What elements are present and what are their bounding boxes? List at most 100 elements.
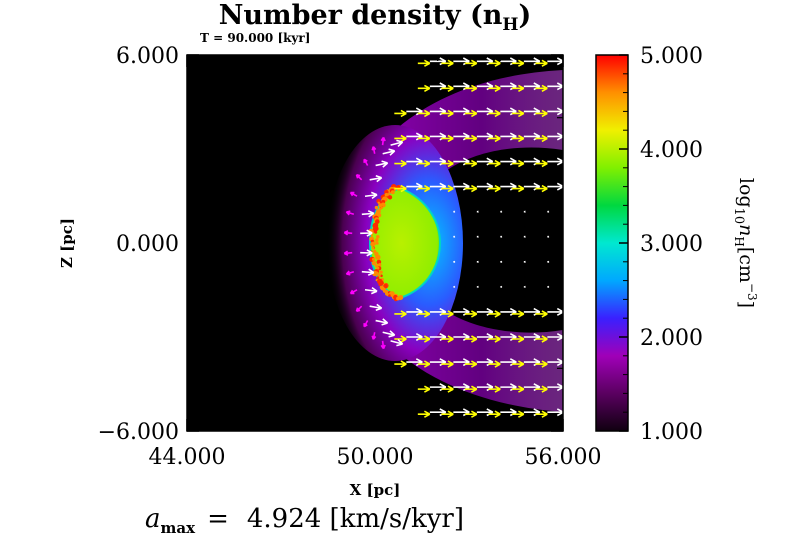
velocity-arrow <box>361 210 375 218</box>
front-speck <box>374 238 379 243</box>
velocity-arrow <box>355 173 363 181</box>
front-speck <box>376 266 380 270</box>
velocity-arrow <box>488 410 501 418</box>
chart-title: Number density (nH) <box>219 0 532 35</box>
velocity-arrow <box>476 260 479 263</box>
velocity-arrow <box>535 385 548 393</box>
velocity-arrow <box>500 235 503 238</box>
velocity-arrow <box>535 335 548 343</box>
velocity-arrow <box>363 320 369 328</box>
velocity-arrow <box>371 332 377 340</box>
velocity-arrow <box>488 184 501 193</box>
velocity-arrow <box>441 385 454 393</box>
velocity-arrow <box>361 268 375 276</box>
front-speck <box>379 270 383 274</box>
velocity-arrow <box>417 310 431 318</box>
velocity-arrow <box>511 84 525 93</box>
velocity-arrow <box>511 109 525 118</box>
velocity-arrow <box>500 260 503 263</box>
velocity-arrow <box>394 310 407 318</box>
chart-subtitle: T = 90.000 [kyr] <box>200 31 310 45</box>
velocity-arrow <box>441 310 454 318</box>
velocity-arrow <box>382 330 396 338</box>
velocity-arrow <box>441 84 454 93</box>
colorbar-tick-label: 2.000 <box>640 326 703 351</box>
velocity-arrow <box>453 285 456 288</box>
velocity-arrow <box>511 59 525 67</box>
velocity-arrow <box>488 335 501 343</box>
front-speck <box>370 234 374 237</box>
velocity-arrow <box>511 159 525 168</box>
velocity-arrow <box>535 109 548 118</box>
velocity-arrow <box>511 335 525 343</box>
velocity-arrow <box>394 159 407 168</box>
colorbar-tick-label: 3.000 <box>640 232 703 257</box>
x-tick-label: 50.000 <box>337 445 414 470</box>
velocity-arrow <box>500 210 503 213</box>
x-axis-label: X [pc] <box>350 481 401 499</box>
front-speck <box>376 276 380 280</box>
velocity-arrow <box>488 360 501 368</box>
front-speck <box>380 274 383 278</box>
velocity-arrow <box>523 210 526 213</box>
velocity-arrow <box>488 109 501 118</box>
velocity-arrow <box>417 184 431 193</box>
velocity-arrow <box>441 410 454 418</box>
front-speck <box>382 289 387 293</box>
velocity-arrow <box>417 335 431 343</box>
x-tick-label: 56.000 <box>525 445 602 470</box>
velocity-arrow <box>371 146 377 154</box>
velocity-arrow <box>343 250 353 256</box>
velocity-arrow <box>464 59 478 67</box>
velocity-arrow <box>464 385 478 393</box>
colorbar-tick-label: 5.000 <box>640 44 703 69</box>
velocity-arrow <box>535 134 548 143</box>
front-speck <box>378 203 383 208</box>
y-tick-label: 6.000 <box>116 44 179 69</box>
velocity-arrow <box>488 134 501 143</box>
velocity-arrow <box>535 84 548 93</box>
velocity-arrow <box>547 210 550 213</box>
velocity-arrow <box>369 303 383 312</box>
velocity-arrow <box>369 174 383 183</box>
colorbar-tick-label: 1.000 <box>640 420 703 445</box>
plot-area <box>187 55 563 431</box>
velocity-arrow <box>375 160 389 168</box>
velocity-arrow <box>535 159 548 168</box>
front-speck <box>371 261 377 266</box>
velocity-arrow <box>417 134 431 143</box>
front-speck <box>388 294 391 297</box>
velocity-arrow <box>464 184 478 193</box>
axes: 44.000 50.000 56.000 6.000 0.000 −6.000 <box>98 44 602 470</box>
velocity-arrow <box>417 84 431 93</box>
velocity-arrow <box>476 285 479 288</box>
colorbar-ticks: 5.000 4.000 3.000 2.000 1.000 <box>619 44 703 445</box>
velocity-arrow <box>453 260 456 263</box>
velocity-arrow <box>390 339 404 347</box>
velocity-arrow <box>464 159 478 168</box>
velocity-arrow <box>364 286 378 295</box>
velocity-field <box>343 57 563 418</box>
velocity-arrow <box>364 191 378 200</box>
velocity-arrow <box>360 229 373 237</box>
velocity-arrow <box>345 270 355 276</box>
velocity-arrow <box>382 148 396 156</box>
y-tick-label: −6.000 <box>98 420 179 445</box>
velocity-arrow <box>488 159 501 168</box>
front-speck <box>384 193 389 197</box>
front-speck <box>375 241 379 245</box>
velocity-arrow <box>417 410 431 418</box>
velocity-arrow <box>417 360 431 368</box>
colorbar-label: log10nH[cm−3] <box>731 178 759 308</box>
velocity-arrow <box>394 335 407 343</box>
velocity-arrow <box>380 340 386 350</box>
velocity-arrow <box>441 134 454 143</box>
colorbar-tick-label: 4.000 <box>640 138 703 163</box>
velocity-arrow <box>349 191 358 197</box>
velocity-arrow <box>476 235 479 238</box>
velocity-arrow <box>464 335 478 343</box>
front-speck <box>370 241 376 247</box>
velocity-arrow <box>349 289 358 295</box>
front-speck <box>390 190 395 195</box>
